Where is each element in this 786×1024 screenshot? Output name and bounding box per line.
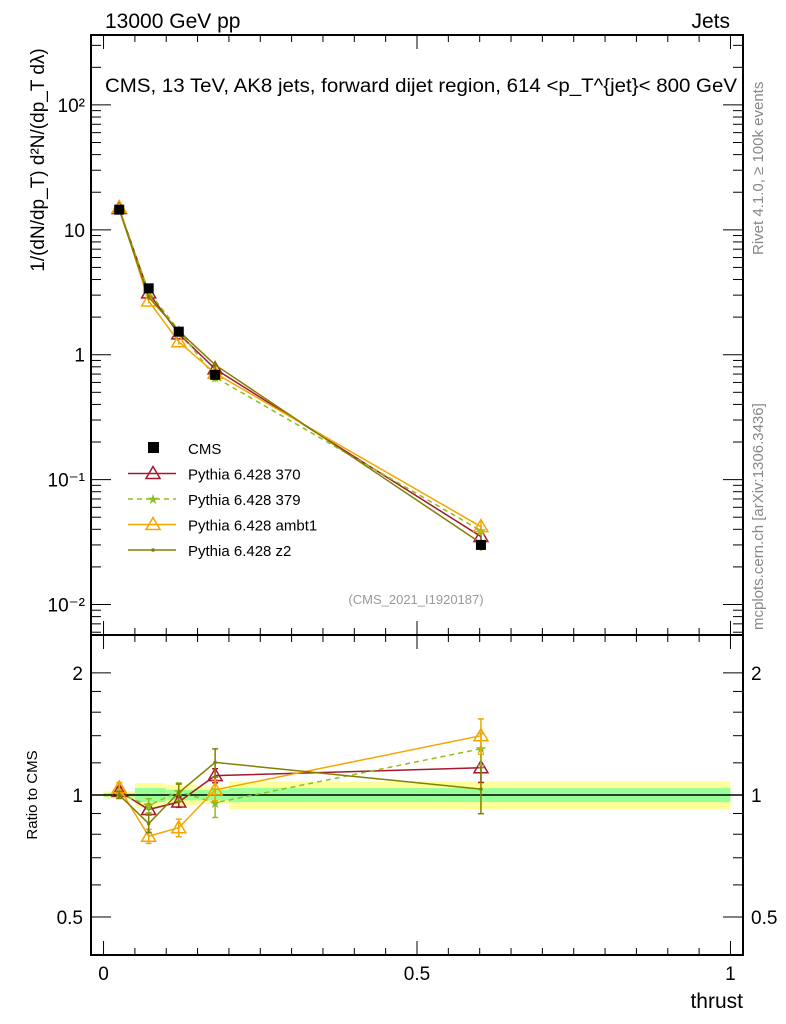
ratio-tick-label-right: 1 xyxy=(751,786,762,807)
y-tick-label: 1 xyxy=(74,346,85,367)
ratio-data-point xyxy=(117,793,122,797)
ratio-data-point xyxy=(472,727,490,742)
x-tick-label: 0.5 xyxy=(404,964,430,985)
legend-label: Pythia 6.428 ambt1 xyxy=(188,518,317,535)
ratio-tick-label-right: 0.5 xyxy=(751,908,777,929)
x-axis-label: thrust xyxy=(690,990,743,1013)
ratio-tick-label: 1 xyxy=(72,786,83,807)
legend-marker xyxy=(144,516,162,531)
ratio-tick-label-right: 2 xyxy=(751,664,762,685)
chart-title: CMS, 13 TeV, AK8 jets, forward dijet reg… xyxy=(105,76,737,97)
legend-label: Pythia 6.428 z2 xyxy=(188,543,291,560)
legend-cms-marker xyxy=(148,442,159,453)
legend-marker xyxy=(144,465,162,480)
ratio-data-point xyxy=(146,821,151,826)
y-tick-label: 10² xyxy=(58,96,85,117)
ratio-data-point: ★ xyxy=(142,798,155,814)
data-point xyxy=(213,363,217,367)
legend-marker xyxy=(151,548,155,552)
ratio-data-point xyxy=(140,827,157,842)
ratio-data-point xyxy=(170,793,188,808)
ratio-data-point xyxy=(206,781,224,796)
ratio-data-point: ★ xyxy=(209,795,222,811)
series-line xyxy=(118,208,482,538)
ratio-data-point xyxy=(479,787,483,791)
legend: CMS Pythia 6.428 370 Pythia 6.428 379 Pythi… xyxy=(128,441,317,560)
legend-label: Pythia 6.428 379 xyxy=(188,492,301,509)
x-tick-label: 1 xyxy=(725,964,736,985)
ratio-tick-label: 2 xyxy=(72,664,83,685)
watermark: (CMS_2021_I1920187) xyxy=(348,592,483,607)
ratio-y-axis-label: Ratio to CMS xyxy=(24,750,41,839)
ratio-tick-label: 0.5 xyxy=(57,908,83,929)
y-axis-label: 1/(dN/dp_T) d²N/(dp_T dλ) xyxy=(28,48,49,272)
data-point xyxy=(170,333,188,348)
legend-marker: ★ xyxy=(147,491,160,507)
legend-label: Pythia 6.428 370 xyxy=(188,467,301,484)
rivet-label: Rivet 4.1.0, ≥ 100k events xyxy=(750,82,767,255)
header-right: Jets xyxy=(691,10,730,33)
y-tick-label: 10⁻² xyxy=(48,596,86,617)
y-tick-label: 10⁻¹ xyxy=(48,471,86,492)
mcplots-label: mcplots.cern.ch [arXiv:1306.3436] xyxy=(750,403,767,630)
ratio-data-point xyxy=(170,819,188,834)
ratio-data-point xyxy=(213,760,217,765)
ratio-data-point xyxy=(176,790,181,795)
legend-label: CMS xyxy=(188,441,221,458)
header-left: 13000 GeV pp xyxy=(105,10,240,33)
data-point xyxy=(472,518,490,533)
y-tick-label: 10 xyxy=(64,221,85,242)
x-tick-label: 0 xyxy=(98,964,109,985)
data-point xyxy=(146,295,151,299)
